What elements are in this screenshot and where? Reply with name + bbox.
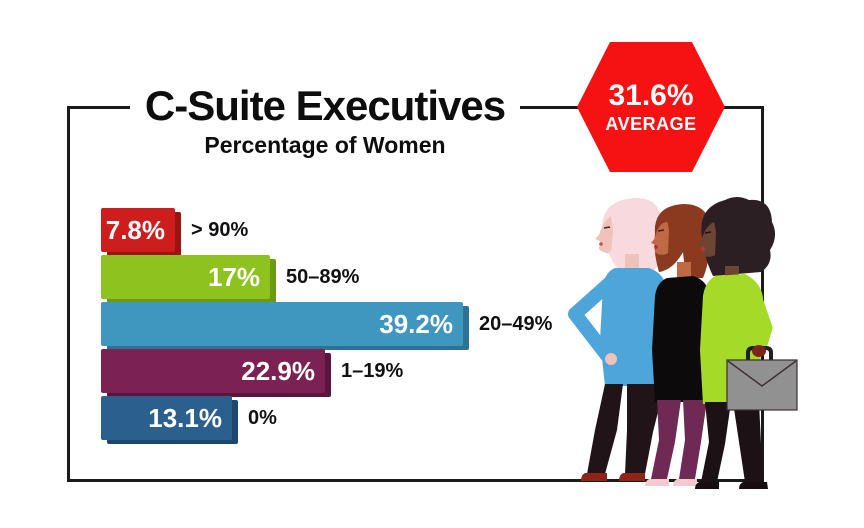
woman2-top (652, 276, 709, 402)
bar: 7.8% (101, 208, 175, 252)
woman1-pants (587, 384, 623, 474)
average-value: 31.6% (608, 79, 694, 112)
woman1-pants (625, 384, 665, 474)
woman3-shoe (739, 482, 768, 489)
woman1-hair (602, 197, 664, 270)
woman2-shoe (673, 479, 697, 486)
average-badge: 31.6% AVERAGE (577, 42, 725, 172)
bar-category-label: 1–19% (341, 359, 404, 382)
three-women-illustration (568, 197, 798, 489)
woman3-pants (701, 402, 731, 482)
woman2-pants (679, 400, 707, 479)
woman3-pants (733, 402, 763, 482)
bar-category-label: 20–49% (479, 312, 553, 335)
bar-value-label: 39.2% (379, 308, 453, 339)
page-title: C-Suite Executives (130, 82, 520, 130)
page-subtitle: Percentage of Women (204, 132, 446, 158)
bar-category-label: 0% (248, 406, 277, 429)
briefcase-flap (727, 360, 797, 387)
average-label: AVERAGE (605, 114, 697, 134)
bar-value-label: 17% (207, 261, 260, 292)
woman2-pants (651, 400, 681, 479)
woman1-face-front (595, 216, 613, 253)
bar-value-label: 7.8% (105, 214, 165, 245)
bar: 22.9% (101, 349, 325, 393)
woman-green-top (695, 197, 798, 489)
woman-blue-top (568, 197, 667, 481)
woman1-shoe (581, 473, 607, 481)
bar-value-label: 22.9% (241, 355, 315, 386)
woman3-hair (701, 197, 776, 276)
woman1-hand (605, 353, 617, 365)
bar-category-label: 50–89% (286, 265, 360, 288)
bar: 13.1% (101, 396, 232, 440)
bar-row: 22.9% 1–19% (101, 349, 552, 393)
woman-black-top (645, 204, 711, 486)
woman1-shoe (619, 473, 645, 481)
woman1-top (600, 268, 667, 386)
bar: 39.2% (101, 302, 463, 346)
hexagon-icon (577, 42, 725, 172)
woman3-face (698, 222, 716, 257)
bar-category-label: > 90% (191, 218, 249, 241)
average-badge-text: 31.6% AVERAGE (577, 42, 725, 172)
bar-row: 13.1% 0% (101, 396, 552, 440)
bar-chart: 7.8% > 90% 17% 50–89% 39.2% 20–49% 22.9%… (101, 208, 552, 443)
briefcase-icon (726, 345, 798, 411)
bar-row: 7.8% > 90% (101, 208, 552, 252)
woman2-shoe (645, 479, 669, 486)
woman3-hand (752, 345, 766, 357)
woman1-arm (568, 275, 618, 365)
bar-row: 39.2% 20–49% (101, 302, 552, 346)
bar-row: 17% 50–89% (101, 255, 552, 299)
woman2-hair (654, 204, 711, 278)
woman2-face (651, 220, 669, 255)
woman3-arm (746, 283, 773, 351)
bar: 17% (101, 255, 270, 299)
bar-value-label: 13.1% (148, 402, 222, 433)
woman3-shoe (695, 482, 719, 489)
